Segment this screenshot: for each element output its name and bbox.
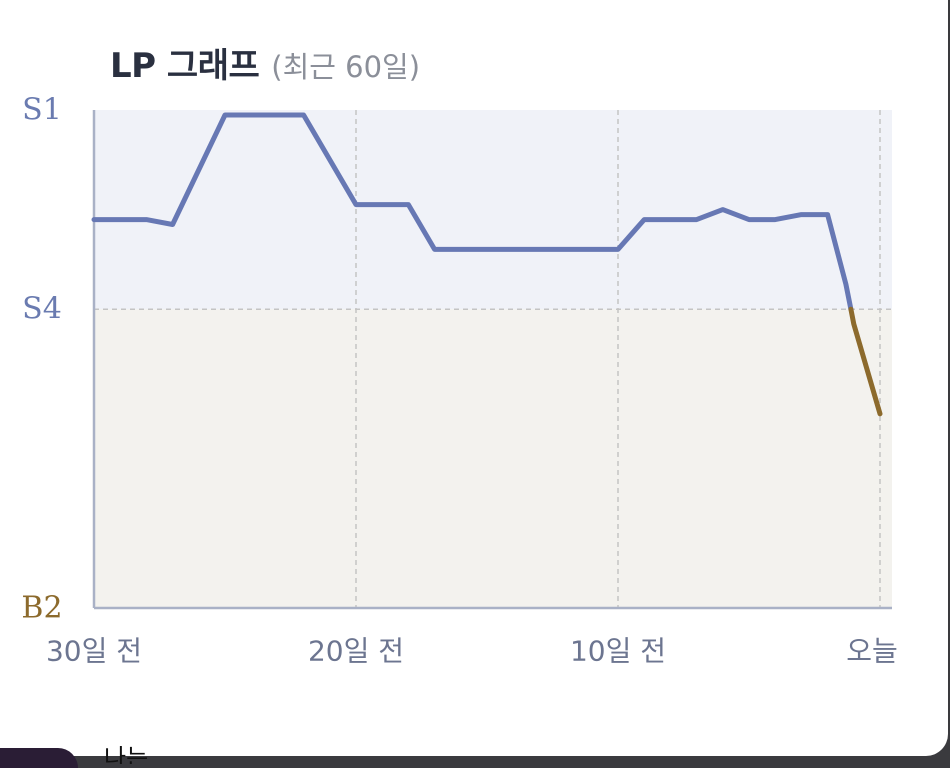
chart-subtitle: (최근 60일): [271, 50, 421, 84]
background-name-text: 나는: [104, 746, 149, 764]
y-tick-label-s1: S1: [22, 93, 62, 128]
chart-title: LP 그래프: [110, 46, 260, 86]
x-tick-label-3: 오늘: [846, 635, 898, 668]
x-tick-label-2: 10일 전: [570, 635, 666, 668]
lower-tier-band: [94, 309, 892, 608]
upper-tier-band: [94, 110, 892, 310]
lp-line-chart: S1 S4 B2 30일 전 20일 전 10일 전 오늘: [21, 93, 898, 668]
x-tick-label-0: 30일 전: [46, 635, 142, 668]
x-tick-label-1: 20일 전: [308, 635, 404, 668]
background-avatar: [0, 748, 78, 768]
lp-line-lower-segment: [848, 306, 883, 417]
lp-line-upper-segment: [91, 112, 854, 312]
chart-header: LP 그래프 (최근 60일): [110, 38, 420, 88]
y-tick-label-s4: S4: [22, 292, 62, 327]
y-tick-label-b2: B2: [21, 591, 62, 626]
